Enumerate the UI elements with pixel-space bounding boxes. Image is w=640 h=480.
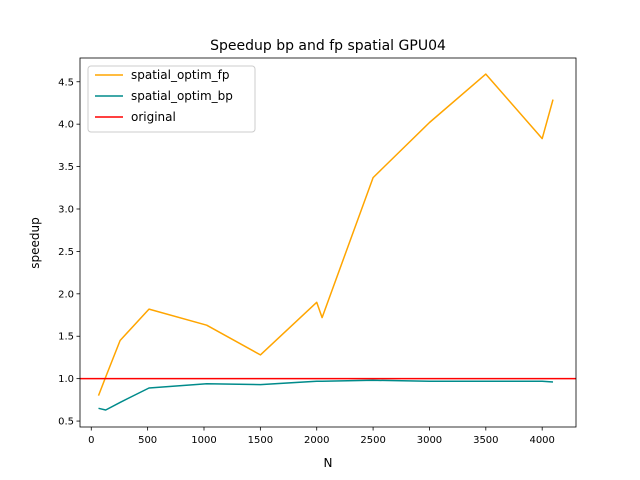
legend-box bbox=[87, 65, 256, 133]
legend-label-original: original bbox=[131, 110, 176, 124]
plot-area bbox=[79, 57, 577, 428]
x-tick-label: 2500 bbox=[360, 435, 385, 446]
y-tick-label: 2.0 bbox=[58, 289, 74, 300]
x-axis-label: N bbox=[324, 456, 333, 470]
x-tick-label: 2000 bbox=[304, 435, 329, 446]
y-axis-label: speedup bbox=[28, 217, 42, 268]
plot-frame bbox=[79, 57, 577, 428]
x-tick-label: 4000 bbox=[529, 435, 554, 446]
legend-label-spatial_optim_fp: spatial_optim_fp bbox=[131, 68, 229, 82]
series-line-spatial_optim_fp bbox=[97, 73, 554, 396]
y-tick-label: 4.5 bbox=[58, 77, 74, 88]
y-tick-label: 1.0 bbox=[58, 374, 74, 385]
y-tick-label: 3.5 bbox=[58, 162, 74, 173]
x-axis: 0 500 1000 1500 2000 2500 3000 3500 4000 bbox=[88, 427, 555, 446]
y-tick-label: 4.0 bbox=[58, 120, 74, 131]
y-tick-label: 2.5 bbox=[58, 247, 74, 258]
x-tick-label: 3500 bbox=[473, 435, 498, 446]
y-tick-label: 3.0 bbox=[58, 204, 74, 215]
y-tick-label: 0.5 bbox=[58, 417, 74, 428]
x-tick-label: 500 bbox=[138, 435, 157, 446]
x-tick-label: 3000 bbox=[417, 435, 442, 446]
series-line-spatial_optim_bp bbox=[98, 379, 554, 411]
legend-label-spatial_optim_bp: spatial_optim_bp bbox=[131, 89, 233, 103]
chart-title: Speedup bp and fp spatial GPU04 bbox=[210, 38, 446, 54]
x-tick-label: 1500 bbox=[248, 435, 273, 446]
y-tick-label: 1.5 bbox=[58, 332, 74, 343]
legend: spatial_optim_fp spatial_optim_bp original bbox=[87, 65, 256, 133]
x-tick-label: 0 bbox=[88, 435, 94, 446]
y-axis: 0.5 1.0 1.5 2.0 2.5 3.0 3.5 4.0 4.5 bbox=[58, 77, 80, 428]
x-tick-label: 1000 bbox=[191, 435, 216, 446]
